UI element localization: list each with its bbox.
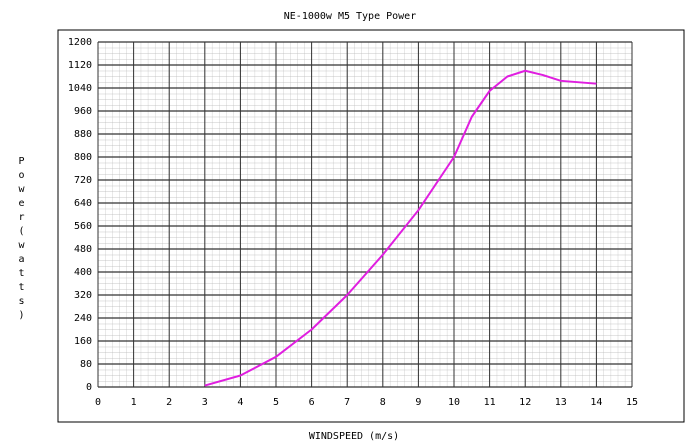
chart-title: NE-1000w M5 Type Power xyxy=(284,11,416,22)
x-tick-label: 15 xyxy=(626,397,638,408)
y-tick-label: 800 xyxy=(74,152,92,163)
y-tick-label: 240 xyxy=(74,313,92,324)
y-tick-label: 560 xyxy=(74,221,92,232)
x-tick-label: 3 xyxy=(202,397,208,408)
x-tick-label: 11 xyxy=(484,397,496,408)
y-tick-label: 480 xyxy=(74,244,92,255)
y-tick-label: 1040 xyxy=(68,83,92,94)
x-tick-label: 13 xyxy=(555,397,567,408)
x-tick-label: 10 xyxy=(448,397,460,408)
x-tick-label: 4 xyxy=(237,397,243,408)
y-tick-label: 320 xyxy=(74,290,92,301)
x-tick-label: 12 xyxy=(519,397,531,408)
y-axis-label: Power(watts) xyxy=(16,156,27,324)
y-tick-label: 960 xyxy=(74,106,92,117)
x-axis-label: WINDSPEED (m/s) xyxy=(309,431,399,442)
x-tick-label: 14 xyxy=(590,397,602,408)
x-tick-label: 7 xyxy=(344,397,350,408)
y-tick-label: 1120 xyxy=(68,60,92,71)
x-tick-label: 5 xyxy=(273,397,279,408)
x-tick-label: 8 xyxy=(380,397,386,408)
x-tick-label: 0 xyxy=(95,397,101,408)
y-tick-label: 160 xyxy=(74,336,92,347)
frame xyxy=(57,29,685,423)
y-tick-label: 80 xyxy=(80,359,92,370)
x-tick-label: 9 xyxy=(415,397,421,408)
line xyxy=(204,69,597,387)
minor-grid xyxy=(98,42,632,387)
y-tick-label: 880 xyxy=(74,129,92,140)
y-tick-label: 1200 xyxy=(68,37,92,48)
x-tick-label: 6 xyxy=(309,397,315,408)
y-tick-label: 640 xyxy=(74,198,92,209)
y-tick-label: 0 xyxy=(86,382,92,393)
y-tick-label: 400 xyxy=(74,267,92,278)
x-tick-label: 2 xyxy=(166,397,172,408)
x-tick-label: 1 xyxy=(131,397,137,408)
y-tick-label: 720 xyxy=(74,175,92,186)
